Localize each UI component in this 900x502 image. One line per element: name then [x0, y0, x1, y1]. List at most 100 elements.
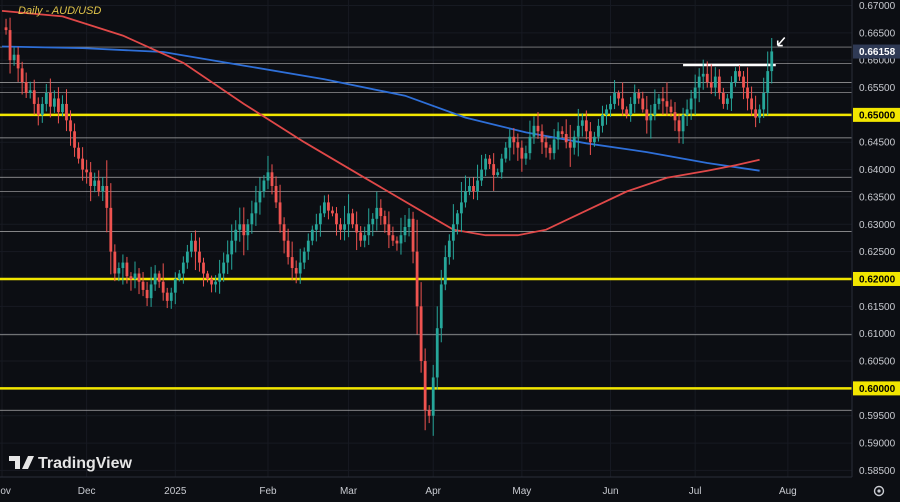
candle-body — [129, 276, 133, 279]
candle-body — [528, 136, 532, 154]
candle-down — [512, 128, 516, 155]
candle-down — [520, 140, 524, 172]
chart-title: Daily - AUD/USD — [18, 5, 101, 17]
candle-body — [560, 131, 564, 135]
candle-up — [653, 89, 657, 121]
candle-down — [387, 211, 391, 249]
candle-body — [133, 273, 137, 279]
price-label-box — [853, 44, 900, 59]
candle-down — [109, 183, 113, 275]
candle-down — [427, 405, 431, 424]
tradingview-logo-icon — [9, 456, 34, 469]
candle-body — [97, 180, 101, 192]
candle-body — [222, 262, 226, 274]
candle-up — [44, 84, 48, 112]
candle-body — [750, 98, 753, 110]
tradingview-logo: TradingView — [9, 455, 133, 472]
candle-body — [234, 229, 238, 241]
candle-down — [419, 282, 423, 373]
candle-up — [310, 225, 314, 246]
candle-body — [286, 240, 290, 258]
candle-down — [411, 211, 415, 264]
candle-down — [395, 236, 399, 251]
candle-up — [226, 240, 230, 275]
y-axis-panel[interactable] — [852, 0, 900, 502]
candle-up — [697, 68, 701, 103]
candle-down — [488, 155, 492, 170]
candle-body — [210, 278, 213, 285]
candle-up — [234, 220, 238, 253]
moving-averages — [1, 10, 760, 237]
candle-up — [524, 145, 528, 165]
candle-up — [254, 185, 258, 226]
candle-up — [451, 204, 455, 260]
candle-body — [40, 103, 44, 115]
candle-down — [210, 275, 213, 293]
candle-down — [145, 281, 149, 307]
y-tick-label: 0.59000 — [859, 439, 896, 450]
candle-up — [258, 177, 262, 215]
x-tick-label: Dec — [78, 486, 96, 497]
price-label-box — [853, 107, 900, 122]
candle-body — [443, 257, 447, 285]
candle-up — [12, 47, 16, 66]
candle-body — [343, 224, 346, 230]
candle-up — [347, 194, 350, 238]
candle-up — [657, 93, 661, 110]
candle-body — [455, 213, 459, 225]
candle-body — [661, 98, 665, 102]
candle-down — [472, 177, 475, 200]
price-label-box — [853, 381, 900, 396]
candle-up — [726, 94, 729, 110]
candle-up — [177, 269, 181, 282]
candle-body — [20, 68, 24, 83]
candle-down — [57, 87, 60, 124]
candle-body — [57, 98, 60, 113]
candle-down — [242, 207, 246, 256]
candle-body — [28, 90, 32, 93]
candle-up — [375, 191, 379, 231]
candle-body — [282, 224, 286, 241]
candle-body — [520, 147, 524, 159]
candle-body — [149, 284, 153, 299]
candle-up — [246, 219, 250, 251]
settings-gear-icon[interactable] — [873, 485, 885, 497]
candle-body — [153, 273, 157, 285]
candle-up — [689, 89, 693, 120]
brand-name: TradingView — [38, 455, 133, 472]
candle-down — [8, 17, 12, 74]
grid-lines — [0, 0, 852, 477]
candle-body — [351, 213, 355, 225]
candle-body — [36, 103, 40, 115]
candle-up — [762, 77, 766, 119]
candle-body — [516, 142, 520, 148]
candle-down — [20, 61, 24, 95]
y-axis: 0.67000 0.66500 0.66000 0.65500 0.64500 0.640… — [853, 1, 900, 477]
candle-body — [258, 191, 262, 203]
candle-up — [693, 74, 697, 115]
candle-up — [185, 244, 189, 269]
candle-down — [705, 61, 709, 88]
candle-up — [504, 142, 508, 163]
candle-up — [214, 275, 217, 293]
candle-up — [508, 129, 512, 161]
candle-body — [415, 251, 419, 307]
candle-body — [161, 281, 165, 293]
candle-body — [544, 142, 548, 148]
candle-down — [351, 208, 355, 229]
candle-down — [621, 82, 625, 116]
candle-body — [61, 103, 64, 113]
candle-body — [32, 90, 36, 104]
candle-body — [435, 328, 439, 378]
candle-up — [476, 164, 479, 201]
candle-up — [556, 122, 560, 150]
candle-up — [633, 84, 637, 113]
candle-down — [202, 257, 205, 287]
candle-body — [335, 213, 338, 225]
candle-body — [314, 224, 318, 230]
candle-body — [717, 76, 721, 93]
candle-body — [93, 180, 97, 186]
candle-body — [484, 158, 487, 170]
candle-body — [766, 71, 770, 93]
